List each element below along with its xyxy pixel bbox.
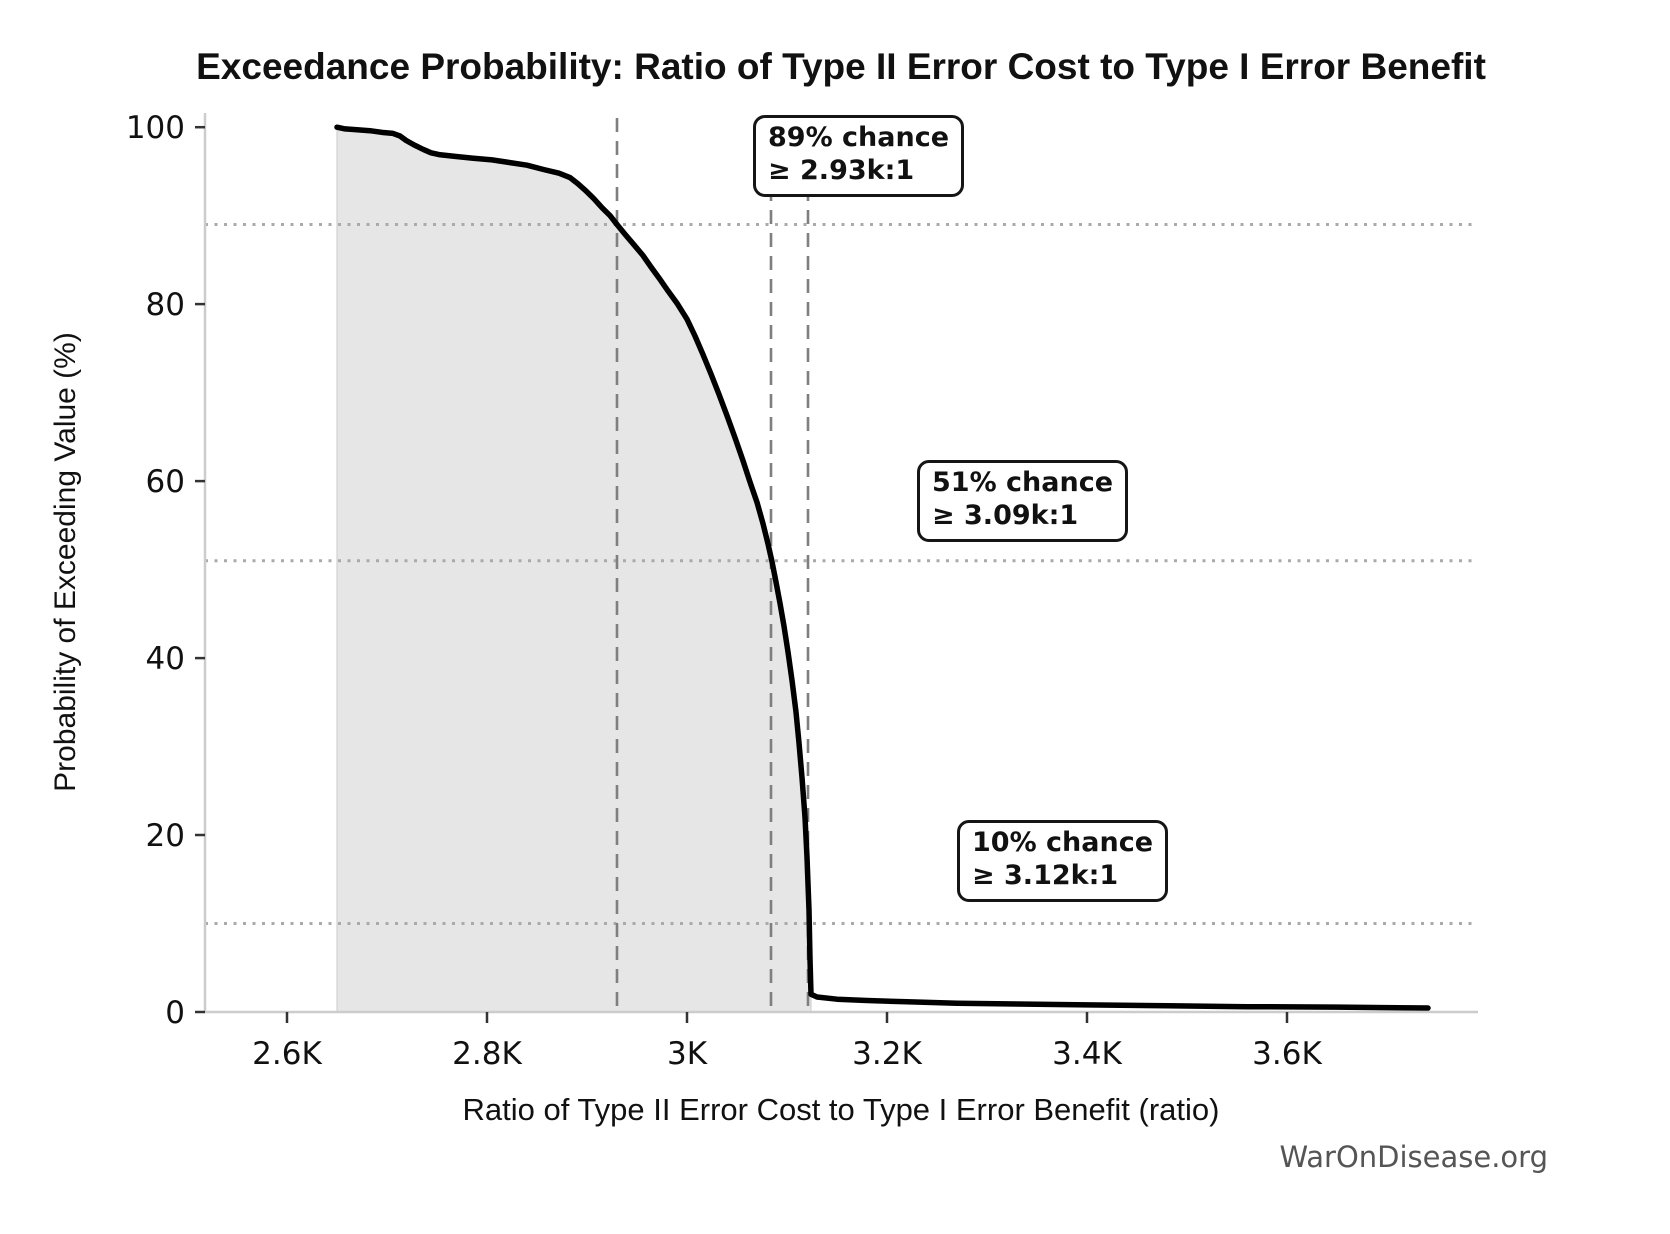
annotation-threshold-text: ≥ 3.12k:1: [972, 860, 1119, 891]
chart-title: Exceedance Probability: Ratio of Type II…: [196, 46, 1486, 87]
x-tick-label: 3K: [667, 1036, 708, 1072]
annotation-threshold-text: ≥ 3.09k:1: [932, 500, 1079, 531]
y-tick-label: 40: [146, 641, 185, 677]
y-tick-label: 80: [146, 287, 185, 323]
x-tick-label: 3.4K: [1052, 1036, 1122, 1072]
x-axis-label: Ratio of Type II Error Cost to Type I Er…: [462, 1092, 1220, 1127]
annotation-box-2: 51% chance ≥ 3.09k:1: [917, 460, 1129, 542]
annotation-threshold-text: ≥ 2.93k:1: [768, 155, 915, 186]
y-tick-label: 20: [146, 818, 185, 854]
y-tick-label: 100: [126, 110, 185, 146]
exceedance-curve: [334, 124, 1431, 1011]
x-tick-label: 2.6K: [252, 1036, 322, 1072]
annotation-chance-text: 89% chance: [768, 122, 950, 153]
y-tick-label: 60: [146, 464, 185, 500]
area-fill: [336, 126, 812, 1013]
x-tick-label: 2.8K: [452, 1036, 522, 1072]
watermark: WarOnDisease.org: [1279, 1140, 1548, 1174]
annotation-box-3: 10% chance ≥ 3.12k:1: [957, 820, 1169, 902]
annotation-chance-text: 10% chance: [972, 827, 1154, 858]
annotation-chance-text: 51% chance: [932, 467, 1114, 498]
x-tick-label: 3.6K: [1252, 1036, 1322, 1072]
annotation-box-1: 89% chance ≥ 2.93k:1: [753, 115, 965, 197]
x-tick-label: 3.2K: [852, 1036, 922, 1072]
y-tick-label: 0: [165, 995, 185, 1031]
